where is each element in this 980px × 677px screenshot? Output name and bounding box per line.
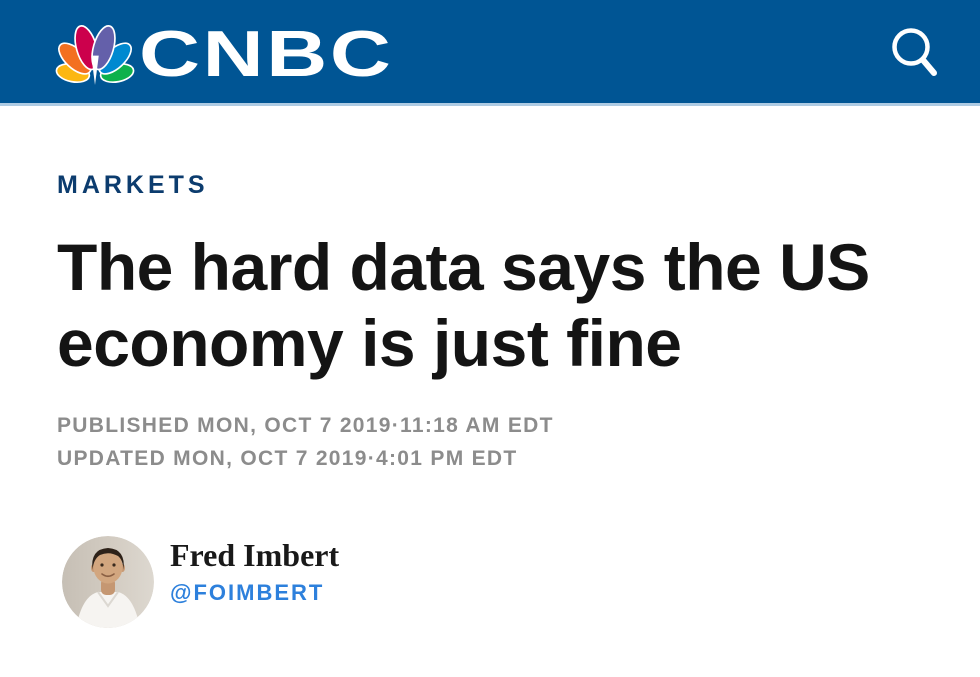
- nbc-peacock-icon: [55, 24, 135, 85]
- author-portrait-image: [62, 536, 154, 628]
- author-twitter-handle[interactable]: @FOIMBERT: [170, 580, 325, 605]
- cnbc-logo-link[interactable]: CNBC: [55, 21, 391, 86]
- author-avatar[interactable]: [62, 536, 154, 628]
- updated-timestamp: UPDATED MON, OCT 7 2019·4:01 PM EDT: [57, 447, 518, 470]
- brand-wordmark: CNBC: [139, 17, 394, 90]
- article-headline: The hard data says the US economy is jus…: [57, 230, 870, 380]
- article-header: MARKETS The hard data says the US econom…: [0, 106, 980, 628]
- peacock-body: [91, 55, 99, 85]
- author-block: Fred Imbert @FOIMBERT: [57, 536, 923, 628]
- top-nav: CNBC: [0, 0, 980, 106]
- timestamps: PUBLISHED MON, OCT 7 2019·11:18 AM EDT U…: [57, 409, 923, 475]
- author-name-link[interactable]: Fred Imbert: [170, 537, 340, 573]
- section-link-markets[interactable]: MARKETS: [57, 171, 209, 199]
- search-icon: [892, 27, 937, 76]
- search-button[interactable]: [886, 25, 942, 83]
- author-meta: Fred Imbert @FOIMBERT: [170, 536, 339, 605]
- published-timestamp: PUBLISHED MON, OCT 7 2019·11:18 AM EDT: [57, 414, 554, 437]
